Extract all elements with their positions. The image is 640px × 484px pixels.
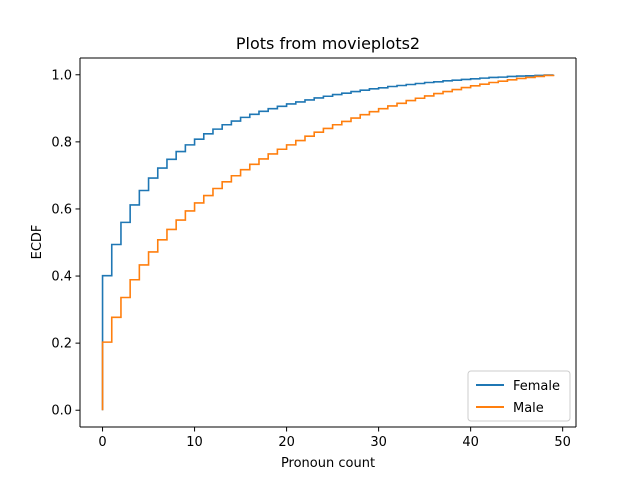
- x-tick-label: 30: [370, 435, 387, 450]
- legend-label-male: Male: [513, 401, 544, 416]
- plot-area: [80, 58, 576, 427]
- x-tick-label: 40: [462, 435, 479, 450]
- legend: Female Male: [467, 370, 571, 422]
- y-tick-label: 0.0: [51, 404, 72, 419]
- series-layer: [101, 74, 555, 411]
- y-tick-label: 0.8: [51, 135, 72, 150]
- x-tick-label: 10: [186, 435, 203, 450]
- y-tick-label: 0.6: [51, 202, 72, 217]
- axes-frame: [79, 57, 577, 428]
- plot-background: [80, 58, 576, 427]
- y-axis-ticks: 0.0 0.2 0.4 0.6 0.8 1.0: [51, 68, 80, 419]
- series-line-female: [101, 74, 555, 411]
- x-axis-ticks: 0 10 20 30 40 50: [98, 427, 571, 450]
- x-tick-label: 50: [554, 435, 571, 450]
- x-tick-label: 20: [278, 435, 295, 450]
- legend-box: [467, 370, 571, 422]
- y-tick-label: 1.0: [51, 68, 72, 83]
- y-axis-label: ECDF: [30, 225, 45, 260]
- y-tick-label: 0.2: [51, 337, 72, 352]
- series-line-male: [101, 74, 555, 411]
- x-tick-label: 0: [98, 435, 106, 450]
- y-tick-label: 0.4: [51, 270, 72, 285]
- chart-title: Plots from movieplots2: [236, 34, 420, 53]
- x-axis-label: Pronoun count: [281, 456, 375, 471]
- legend-label-female: Female: [513, 379, 560, 394]
